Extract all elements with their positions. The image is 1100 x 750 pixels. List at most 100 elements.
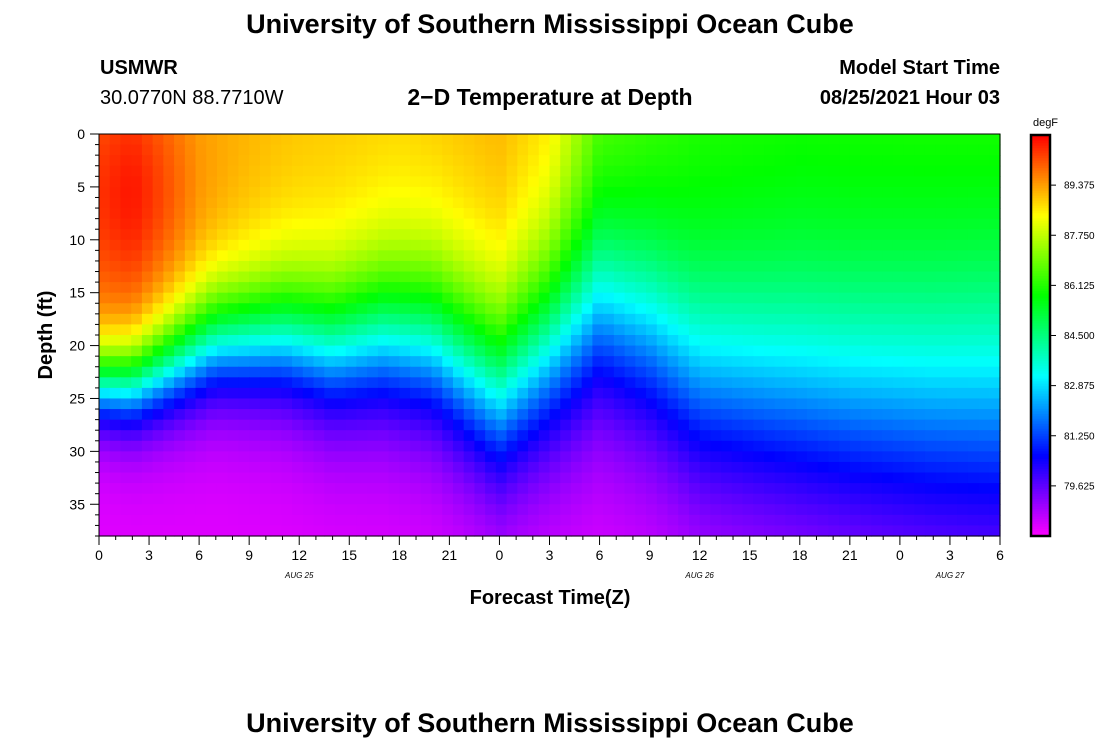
heatmap-cell [517,345,529,357]
heatmap-cell [120,239,132,251]
heatmap-cell [281,440,293,452]
heatmap-cell [431,377,443,389]
heatmap-cell [281,345,293,357]
heatmap-cell [946,165,958,177]
heatmap-cell [914,271,926,283]
heatmap-cell [249,525,261,537]
heatmap-cell [560,218,572,230]
heatmap-cell [377,345,390,357]
heatmap-cell [302,282,315,294]
heatmap-cell [946,229,958,241]
heatmap-cell [989,313,1001,326]
heatmap-cell [442,493,454,505]
heatmap-cell [99,387,111,400]
heatmap-cell [431,134,443,146]
heatmap-cell [356,345,368,357]
heatmap-cell [517,303,529,315]
heatmap-cell [785,356,797,368]
heatmap-cell [517,493,529,505]
heatmap-cell [710,461,722,474]
heatmap-cell [635,451,647,463]
heatmap-cell [882,483,894,495]
heatmap-cell [774,155,787,167]
heatmap-cell [420,398,433,410]
colorbar-band [1031,378,1050,382]
heatmap-cell [903,303,915,315]
heatmap-cell [549,345,561,357]
heatmap-cell [699,525,711,537]
heatmap-cell [109,208,122,220]
heatmap-cell [774,197,787,209]
heatmap-cell [302,144,315,156]
heatmap-cell [785,514,797,527]
heatmap-cell [656,387,669,400]
heatmap-cell [882,377,894,389]
heatmap-cell [431,461,443,474]
heatmap-cell [764,345,776,357]
colorbar-band [1031,290,1050,294]
heatmap-cell [452,461,465,474]
heatmap-cell [431,229,443,241]
heatmap-cell [710,525,722,537]
heatmap-cell [635,239,647,251]
heatmap-cell [957,303,969,315]
heatmap-cell [517,155,529,167]
heatmap-cell [388,324,400,336]
heatmap-cell [442,155,454,167]
heatmap-cell [238,377,250,389]
heatmap-cell [721,208,733,220]
heatmap-cell [914,208,926,220]
heatmap-cell [227,504,240,516]
heatmap-cell [356,440,368,452]
colorbar-band [1031,202,1050,206]
heatmap-cell [603,239,615,251]
heatmap-cell [764,313,776,326]
heatmap-cell [581,440,594,452]
heatmap-cell [292,419,304,431]
heatmap-cell [871,483,883,495]
heatmap-cell [474,186,486,199]
heatmap-cell [957,440,969,452]
heatmap-cell [892,345,905,357]
heatmap-cell [774,134,787,146]
heatmap-cell [678,483,690,495]
heatmap-cell [399,483,411,495]
colorbar-band [1031,252,1050,256]
heatmap-cell [99,144,111,156]
heatmap-cell [967,525,980,537]
heatmap-cell [452,176,465,188]
heatmap-cell [345,493,358,505]
heatmap-cell [120,292,132,304]
heatmap-cell [292,324,304,336]
heatmap-cell [367,229,379,241]
heatmap-cell [227,218,240,230]
heatmap-cell [806,282,819,294]
heatmap-cell [721,493,733,505]
heatmap-cell [603,525,615,537]
heatmap-cell [174,186,186,199]
heatmap-cell [506,144,518,156]
heatmap-cell [249,335,261,347]
heatmap-cell [528,525,540,537]
colorbar-band [1031,473,1050,477]
heatmap-cell [688,324,701,336]
heatmap-cell [388,483,400,495]
heatmap-cell [688,335,701,347]
heatmap-cell [292,155,304,167]
heatmap-cell [903,155,915,167]
colorbar-band [1031,147,1050,151]
heatmap-cell [721,504,733,516]
heatmap-cell [806,186,819,199]
colorbar-band [1031,338,1050,342]
heatmap-cell [528,271,540,283]
heatmap-cell [946,440,958,452]
heatmap-cell [946,493,958,505]
heatmap-cell [517,176,529,188]
colorbar-band [1031,160,1050,164]
heatmap-cell [860,208,872,220]
heatmap-cell [270,229,282,241]
heatmap-cell [442,239,454,251]
heatmap-cell [721,461,733,474]
heatmap-cell [452,366,465,378]
heatmap-cell [839,504,851,516]
